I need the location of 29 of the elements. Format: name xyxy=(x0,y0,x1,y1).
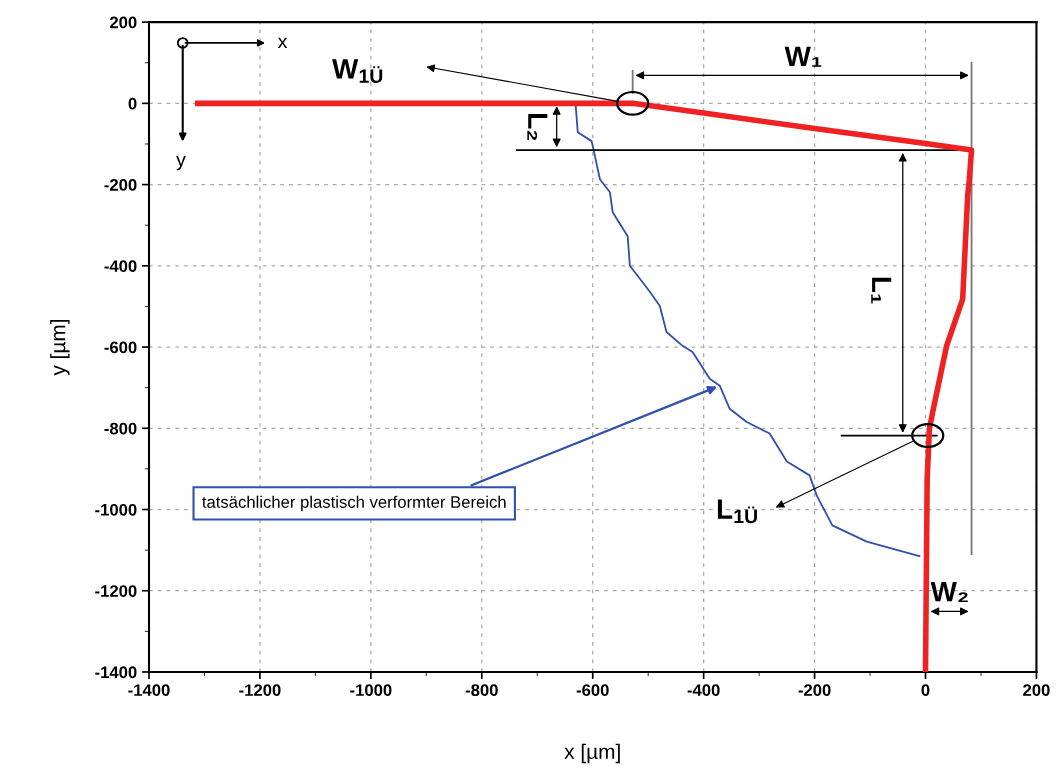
y-tick-label: -800 xyxy=(104,422,137,435)
x-tick-label: -1400 xyxy=(128,684,170,697)
x-tick-label: -1000 xyxy=(350,684,392,697)
annotation: W$_{1Ü}$ xyxy=(332,59,383,83)
y-tick-label: -200 xyxy=(104,178,137,191)
annotation: L$_{1Ü}$ xyxy=(717,499,757,524)
y-tick-label: 200 xyxy=(109,16,137,29)
y-tick-label: -1400 xyxy=(95,666,137,679)
annotation: tatsächlicher plastisch verformter Bereich xyxy=(202,495,506,512)
annotation: y xyxy=(176,155,186,171)
annotation: L₂ xyxy=(527,114,548,141)
y-tick-label: -1000 xyxy=(95,503,137,516)
annotation: x xyxy=(277,37,288,48)
y-tick-label: -600 xyxy=(104,341,137,354)
x-axis-title: x [µm] xyxy=(564,743,620,764)
x-tick-label: -600 xyxy=(576,684,609,697)
y-tick-label: -1200 xyxy=(95,585,137,597)
x-tick-label: 200 xyxy=(1023,684,1050,697)
y-axis-title: y [µm] xyxy=(50,319,70,376)
annotation: L₁ xyxy=(871,277,892,304)
x-tick-label: -200 xyxy=(798,684,831,697)
annotation: W₂ xyxy=(930,582,968,603)
x-tick-label: -1200 xyxy=(239,684,281,697)
x-tick-label: -400 xyxy=(687,684,720,697)
annotation: W₁ xyxy=(784,46,822,67)
x-tick-label: -800 xyxy=(465,684,498,697)
x-tick-label: 0 xyxy=(921,684,930,697)
y-tick-label: -400 xyxy=(104,260,137,273)
y-tick-label: 0 xyxy=(128,97,137,110)
